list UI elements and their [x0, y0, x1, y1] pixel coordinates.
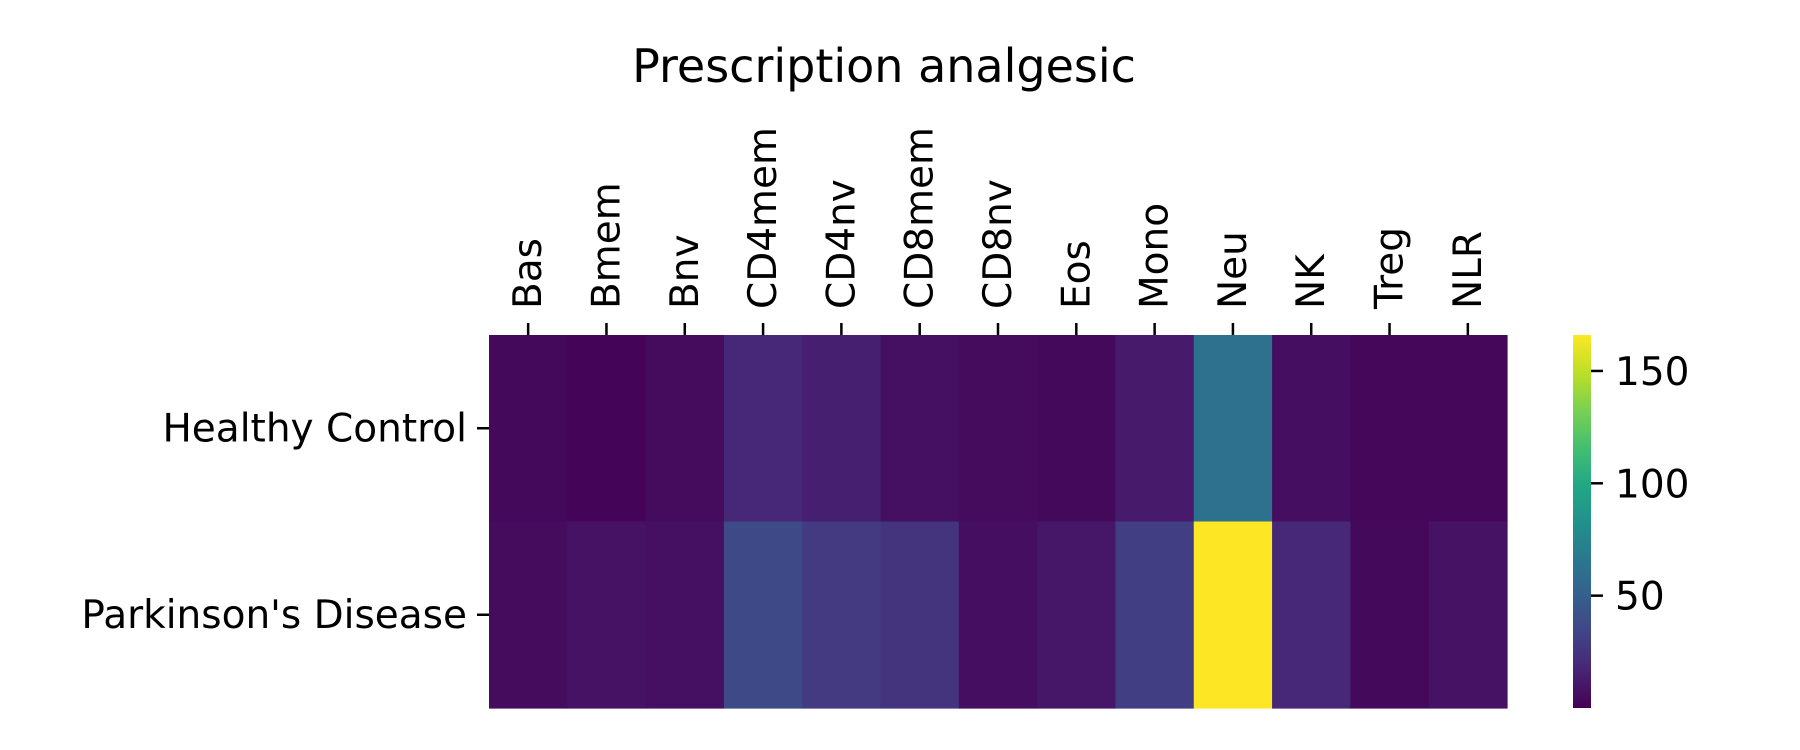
heatmap-cell [1115, 521, 1195, 709]
heatmap-cell [1428, 521, 1508, 709]
x-tick-label: Bmem [584, 182, 629, 309]
x-tick-label: Mono [1133, 203, 1178, 309]
heatmap-cell [489, 521, 568, 709]
colorbar-gradient [1573, 335, 1591, 708]
x-tick-label: CD4mem [741, 127, 786, 309]
x-tick-label: Eos [1054, 240, 1099, 309]
chart-title: Prescription analgesic [632, 39, 1136, 93]
x-tick-label: Bas [506, 238, 551, 309]
heatmap-cell [1037, 521, 1117, 709]
x-tick-label: CD4nv [819, 179, 864, 309]
heatmap-cell [1037, 335, 1117, 523]
heatmap-cell [489, 335, 568, 523]
heatmap-cell [567, 335, 647, 523]
heatmap-cell [645, 521, 725, 709]
heatmap-cell [958, 335, 1038, 523]
colorbar-tick-label: 150 [1615, 350, 1689, 395]
column-labels: Bas Bmem Bnv CD4mem CD4nv CD8mem CD8nv Eos Mono N… [506, 127, 1491, 335]
heatmap-cell [802, 521, 882, 709]
heatmap-cell [1428, 335, 1508, 523]
colorbar-tick-label: 50 [1615, 575, 1665, 620]
colorbar-tick-label: 100 [1615, 462, 1689, 507]
heatmap-cell [1350, 521, 1430, 709]
x-tick-label: CD8mem [898, 127, 943, 309]
y-tick-label: Parkinson's Disease [81, 593, 467, 638]
heatmap-cell [880, 521, 960, 709]
x-tick-label: Treg [1368, 227, 1413, 310]
heatmap-cell [1193, 521, 1273, 709]
heatmap-cell [723, 335, 803, 523]
heatmap-cell [1272, 521, 1351, 709]
colorbar: 50 100 150 [1573, 335, 1689, 708]
heatmap-cell [1193, 335, 1273, 523]
x-tick-label: Bnv [663, 234, 708, 309]
x-tick-label: Neu [1211, 231, 1256, 309]
heatmap-cell [723, 521, 803, 709]
heatmap-cell [802, 335, 882, 523]
x-tick-label: NK [1289, 253, 1334, 309]
x-tick-label: CD8nv [976, 179, 1021, 309]
heatmap-cell [1350, 335, 1430, 523]
heatmap-cell [567, 521, 647, 709]
row-labels: Healthy Control Parkinson's Disease [81, 406, 489, 638]
heatmap-cell [880, 335, 960, 523]
heatmap-cell [645, 335, 725, 523]
x-tick-label: NLR [1446, 231, 1491, 309]
heatmap-cells [489, 335, 1508, 709]
y-tick-label: Healthy Control [162, 406, 467, 451]
heatmap-cell [1115, 335, 1195, 523]
heatmap-cell [1272, 335, 1351, 523]
heatmap-cell [958, 521, 1038, 709]
